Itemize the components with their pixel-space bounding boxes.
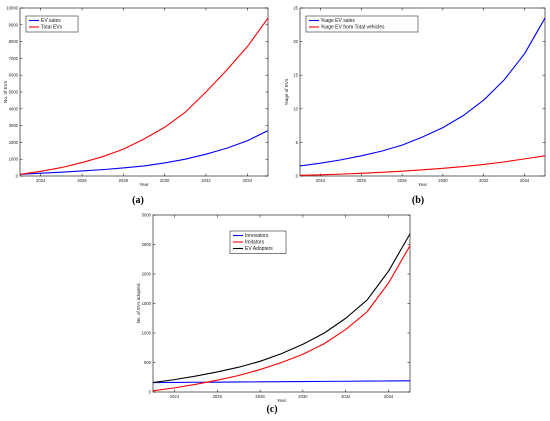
x-tick-label: 2026 [77,178,87,183]
y-tick-label: 8000 [9,39,19,44]
y-tick-label: 0 [149,390,152,395]
x-tick-label: 2028 [119,178,129,183]
y-tick-label: 10000 [6,6,18,11]
series-line-0 [19,130,269,175]
legend-label: Innovators [245,233,269,239]
series-line-1 [299,155,546,176]
y-tick-label: 15 [293,73,298,78]
series-line-2 [152,233,411,384]
x-tick-label: 2030 [160,178,170,183]
x-axis-label: Year [139,182,149,187]
y-tick-label: 2500 [142,242,152,247]
y-tick-label: 1500 [142,301,152,306]
chart-c: 0 500 1000 1500 2000 2500 3000 2024 2026 2028 2030… [136,213,411,415]
plot-area-frame [19,7,269,177]
x-tick-label: 2032 [201,178,211,183]
y-tick-label: 10 [293,106,298,111]
x-tick-label: 2024 [36,178,46,183]
y-axis-label: No. of EVs [3,80,8,103]
panel-caption: (c) [266,404,277,415]
x-tick-label: 2030 [438,178,448,183]
x-tick-label: 2028 [255,394,265,399]
y-tick-label: 7000 [9,56,19,61]
legend-label: %age EV sales [321,18,355,24]
x-tick-label: 2024 [170,394,180,399]
y-axis-label: %age of EVs [284,78,289,105]
series-line-1 [152,245,411,392]
series-line-0 [299,17,546,167]
y-tick-label: 500 [144,360,152,365]
y-tick-label: 2000 [9,140,19,145]
x-tick-label: 2026 [213,394,223,399]
legend-label: %age EV from Total vehicles [321,25,385,31]
y-tick-label: 25 [293,6,298,11]
y-tick-label: 6000 [9,73,19,78]
y-axis-label: No. of EVs adopted [136,283,141,323]
y-tick-label: 4000 [9,106,19,111]
x-tick-label: 2030 [298,394,308,399]
legend-box [229,230,287,254]
y-tick-label: 1000 [142,331,152,336]
y-tick-label: 20 [293,39,298,44]
x-tick-label: 2028 [397,178,407,183]
x-tick-label: 2034 [243,178,253,183]
x-tick-label: 2034 [520,178,530,183]
chart-a: 0 1000 2000 3000 4000 5000 6000 7000 8000 9000 100… [3,6,269,206]
y-tick-label: 3000 [9,123,19,128]
x-tick-label: 2024 [316,178,326,183]
series-line-1 [19,17,269,175]
y-tick-label: 5 [296,140,299,145]
series-line-0 [152,380,411,384]
plot-area-frame [299,7,546,177]
legend-label: EV Adopters [245,246,273,252]
y-tick-label: 0 [296,174,299,179]
y-tick-label: 0 [16,174,19,179]
x-tick-label: 2032 [479,178,489,183]
x-tick-label: 2026 [357,178,367,183]
y-tick-label: 5000 [9,90,19,95]
chart-b: 0 5 10 15 20 25 2024 2026 2028 2030 2032 2034 Year %a… [284,6,546,206]
y-tick-label: 9000 [9,22,19,27]
x-tick-label: 2034 [384,394,394,399]
y-tick-label: 1000 [9,157,19,162]
x-axis-label: Year [418,182,428,187]
legend-label: Total EVs [41,25,63,31]
panel-caption: (b) [412,195,424,206]
legend-label: EV sales [41,18,61,24]
x-axis-label: Year [277,398,287,403]
panel-caption: (a) [132,195,144,206]
y-tick-label: 2000 [142,272,152,277]
legend-box [305,15,419,33]
x-tick-label: 2032 [341,394,351,399]
y-tick-label: 3000 [142,213,152,218]
legend-label: Imitators [245,240,265,246]
